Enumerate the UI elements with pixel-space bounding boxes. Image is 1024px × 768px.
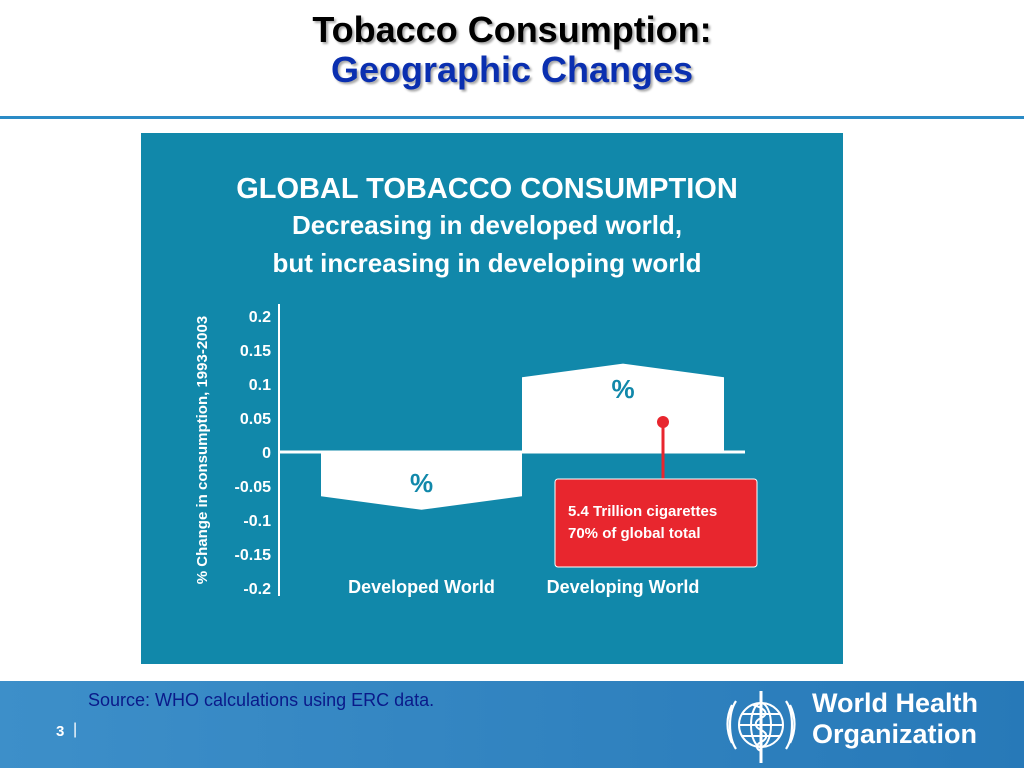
organization-name: World Health Organization (812, 688, 978, 750)
org-name-line2: Organization (812, 719, 978, 749)
callout-box (554, 478, 758, 568)
who-emblem-icon (726, 691, 796, 763)
y-tick-label: -0.1 (243, 513, 271, 530)
callout-text-line: 70% of global total (568, 525, 701, 542)
org-name-line1: World Health (812, 688, 979, 718)
x-category-label: Developing World (547, 577, 700, 597)
chart-title: GLOBAL TOBACCO CONSUMPTION (236, 173, 738, 205)
slide-title-line1: Tobacco Consumption: (312, 9, 712, 50)
y-tick-label: 0 (262, 445, 271, 462)
y-tick-label: 0.1 (249, 377, 271, 394)
slide-title-line2: Geographic Changes (330, 49, 694, 90)
y-tick-label: 0.05 (240, 411, 271, 428)
slide-title: Tobacco Consumption: Geographic Changes (0, 10, 1024, 90)
chart-subtitle-line: but increasing in developing world (272, 248, 701, 278)
source-note: Source: WHO calculations using ERC data. (88, 690, 435, 710)
bar-developed-world (321, 452, 522, 510)
y-axis-label: % Change in consumption, 1993-2003 (194, 316, 211, 584)
x-category-label: Developed World (348, 577, 495, 597)
page-separator: | (73, 721, 78, 738)
bar-chart: GLOBAL TOBACCO CONSUMPTION Decreasing in … (141, 133, 843, 664)
y-tick-label: -0.15 (235, 547, 272, 564)
y-tick-label: 0.15 (240, 343, 271, 360)
chart-subtitle-line: Decreasing in developed world, (292, 210, 682, 240)
callout-text-line: 5.4 Trillion cigarettes (568, 503, 717, 520)
callout-pointer-dot (657, 416, 669, 428)
y-tick-label: -0.05 (235, 479, 272, 496)
bar-value-label: % (410, 468, 433, 498)
y-tick-label: -0.2 (243, 581, 271, 598)
bar-value-label: % (611, 374, 634, 404)
chart-background (141, 133, 843, 664)
bar-developing-world (522, 363, 724, 452)
chart-panel: GLOBAL TOBACCO CONSUMPTION Decreasing in … (141, 133, 843, 664)
footer-bar: Source: WHO calculations using ERC data.… (0, 681, 1024, 768)
title-divider (0, 116, 1024, 119)
y-tick-label: 0.2 (249, 309, 271, 326)
page-number: 3 (56, 723, 65, 740)
